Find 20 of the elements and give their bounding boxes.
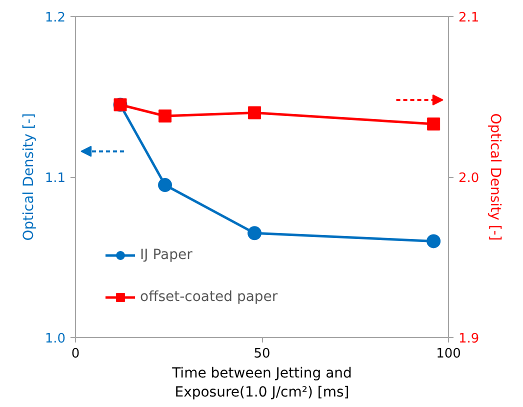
point — [427, 118, 440, 131]
y-tick-label: 1.1 — [44, 171, 66, 186]
point — [426, 234, 441, 248]
y2-axis-title: Optical Density [-] — [487, 113, 504, 241]
point — [158, 178, 172, 192]
y-axis-title: Optical Density [-] — [20, 113, 37, 241]
y-tick-label: 1.0 — [44, 332, 66, 346]
x-tick-label: 50 — [254, 346, 270, 362]
y2-tick-label: 2.0 — [458, 171, 480, 186]
x-tick-label: 0 — [71, 346, 80, 362]
legend-label: offset-coated paper — [140, 289, 278, 305]
point — [248, 106, 262, 120]
legend-label: IJ Paper — [140, 247, 192, 263]
y2-tick-label: 2.1 — [458, 10, 480, 26]
point — [158, 110, 172, 123]
x-tick-label: 100 — [436, 346, 461, 362]
y-tick-label: 1.2 — [44, 10, 66, 26]
y2-tick-label: 1.9 — [458, 332, 480, 346]
x-axis-title: Time between Jetting and Exposure(1.0 J/cm²) [ms] — [171, 366, 352, 401]
point — [248, 226, 262, 240]
